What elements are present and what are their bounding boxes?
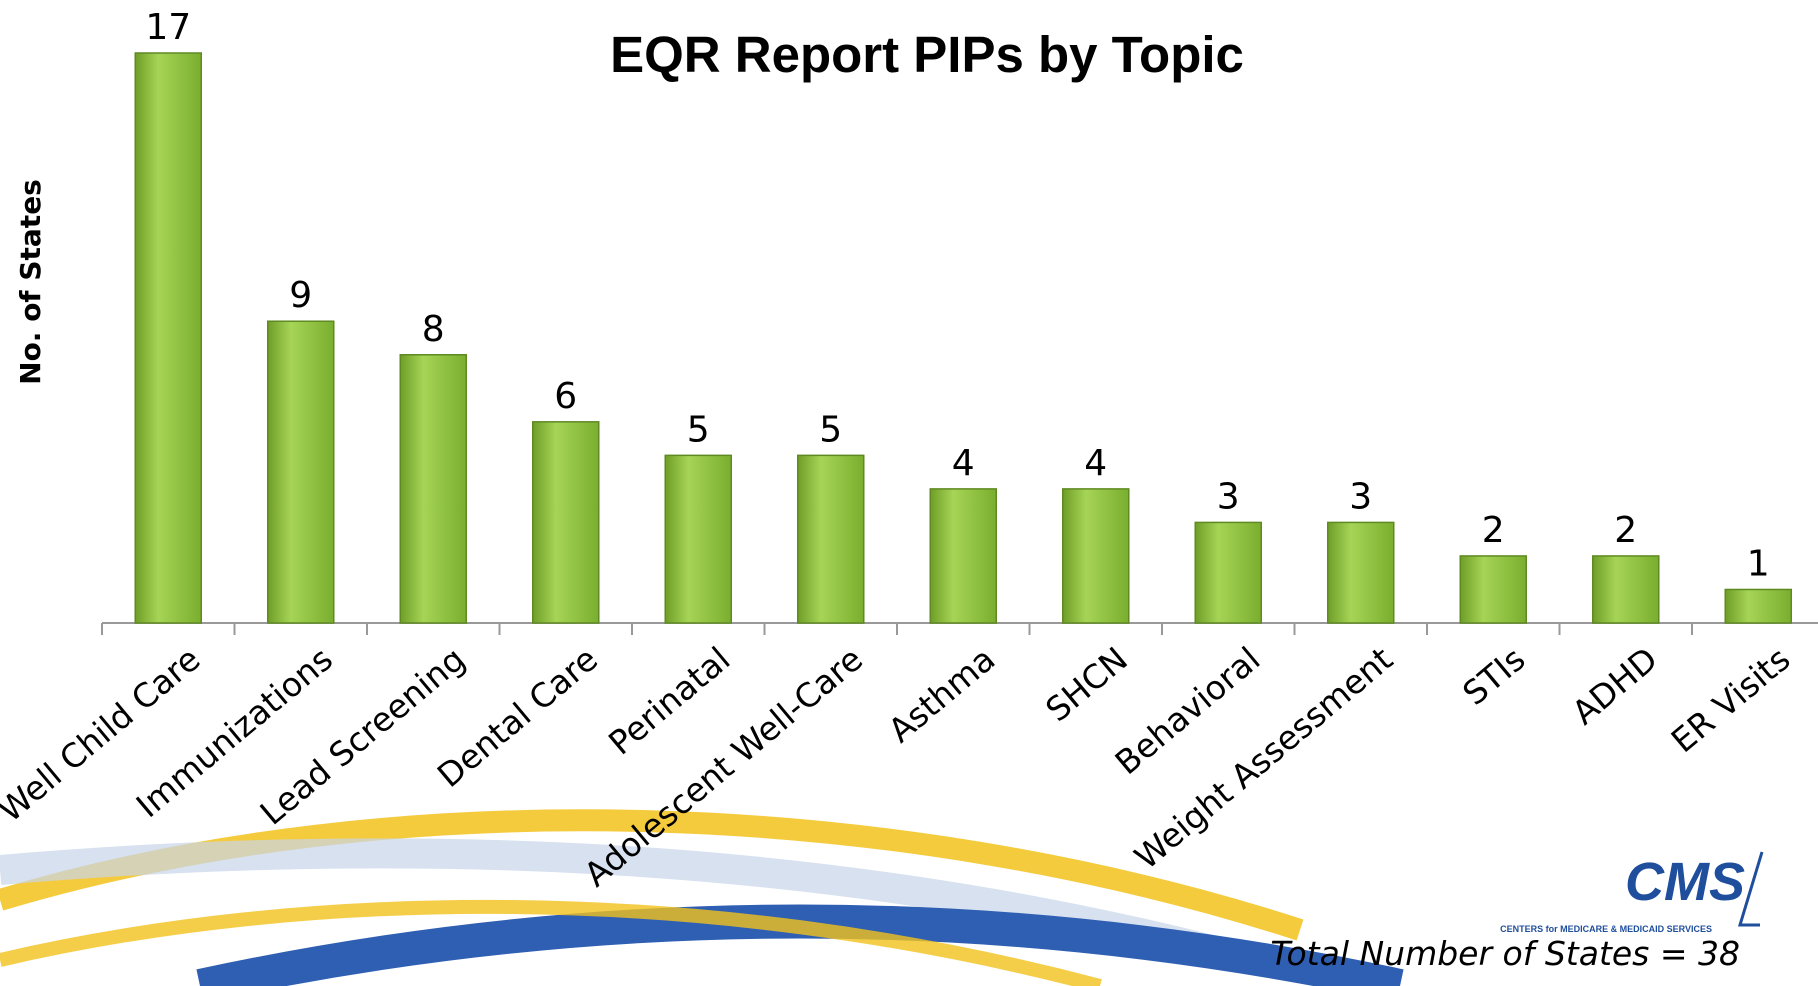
logo: CMS CENTERS for MEDICARE & MEDICAID SERV… xyxy=(1500,851,1764,934)
bar xyxy=(1194,521,1262,624)
value-label: 3 xyxy=(1349,476,1372,517)
value-label: 4 xyxy=(952,443,975,484)
value-label: 17 xyxy=(145,7,191,48)
x-tick-label: Asthma xyxy=(881,639,1003,750)
chart-title: EQR Report PIPs by Topic xyxy=(610,26,1244,83)
bar xyxy=(267,320,335,624)
value-label: 2 xyxy=(1614,510,1637,551)
value-label: 3 xyxy=(1217,476,1240,517)
bar xyxy=(399,354,467,624)
value-label: 9 xyxy=(289,275,312,316)
y-axis-label: No. of States xyxy=(14,179,47,385)
value-label: 5 xyxy=(687,409,710,450)
bar xyxy=(1459,555,1527,624)
value-label: 5 xyxy=(819,409,842,450)
x-tick-label: ADHD xyxy=(1565,639,1665,732)
bar xyxy=(532,421,600,624)
bar xyxy=(1062,488,1130,624)
x-tick-label: Perinatal xyxy=(601,639,737,762)
bar xyxy=(1724,588,1792,624)
annotation: Total Number of States = 38 xyxy=(1270,934,1740,973)
bar xyxy=(134,52,202,624)
x-tick-label: STIs xyxy=(1455,639,1532,713)
bar xyxy=(1327,521,1395,624)
x-tick-label: ER Visits xyxy=(1664,639,1798,760)
logo-name: CMS xyxy=(1625,852,1745,912)
value-label: 8 xyxy=(422,309,445,350)
bar xyxy=(929,488,997,624)
value-label: 1 xyxy=(1747,543,1770,584)
bar xyxy=(664,454,732,624)
x-tick-label: SHCN xyxy=(1038,639,1135,729)
value-label: 6 xyxy=(554,376,577,417)
bar xyxy=(1592,555,1660,624)
x-tick-label: Weight Assessment xyxy=(1127,639,1400,877)
value-label: 4 xyxy=(1084,443,1107,484)
bar xyxy=(797,454,865,624)
background-swoosh xyxy=(0,809,1404,986)
value-label: 2 xyxy=(1482,510,1505,551)
logo-subtitle: CENTERS for MEDICARE & MEDICAID SERVICES xyxy=(1500,924,1712,934)
